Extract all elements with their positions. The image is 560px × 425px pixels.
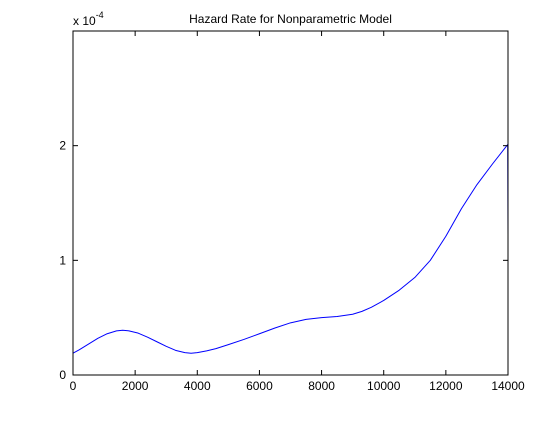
plot-frame	[72, 30, 509, 376]
y-tick-label: 2	[59, 139, 66, 153]
x-tick-label: 14000	[491, 379, 525, 393]
series-layer	[72, 144, 509, 354]
series-line-0	[72, 144, 509, 354]
x-tick-label: 2000	[122, 379, 149, 393]
x-tick-label: 8000	[308, 379, 335, 393]
y-axis-multiplier: x 10-4	[73, 10, 104, 28]
y-axis-ticks: 0 1 2	[59, 139, 508, 382]
x-tick-label: 6000	[246, 379, 273, 393]
y-tick-label: 0	[59, 368, 66, 382]
x-tick-label: 12000	[429, 379, 463, 393]
y-tick-label: 1	[59, 253, 66, 267]
y-axis-multiplier-exponent: -4	[96, 10, 104, 20]
x-tick-label: 0	[70, 379, 77, 393]
y-axis-multiplier-base: x 10	[73, 14, 96, 28]
plot-area-background	[73, 31, 508, 375]
x-tick-label: 4000	[184, 379, 211, 393]
x-axis-ticks: 0 2000 4000 6000 8000 10000 12000 14000	[70, 31, 525, 393]
x-tick-label: 10000	[367, 379, 401, 393]
chart-title: Hazard Rate for Nonparametric Model	[189, 12, 392, 26]
